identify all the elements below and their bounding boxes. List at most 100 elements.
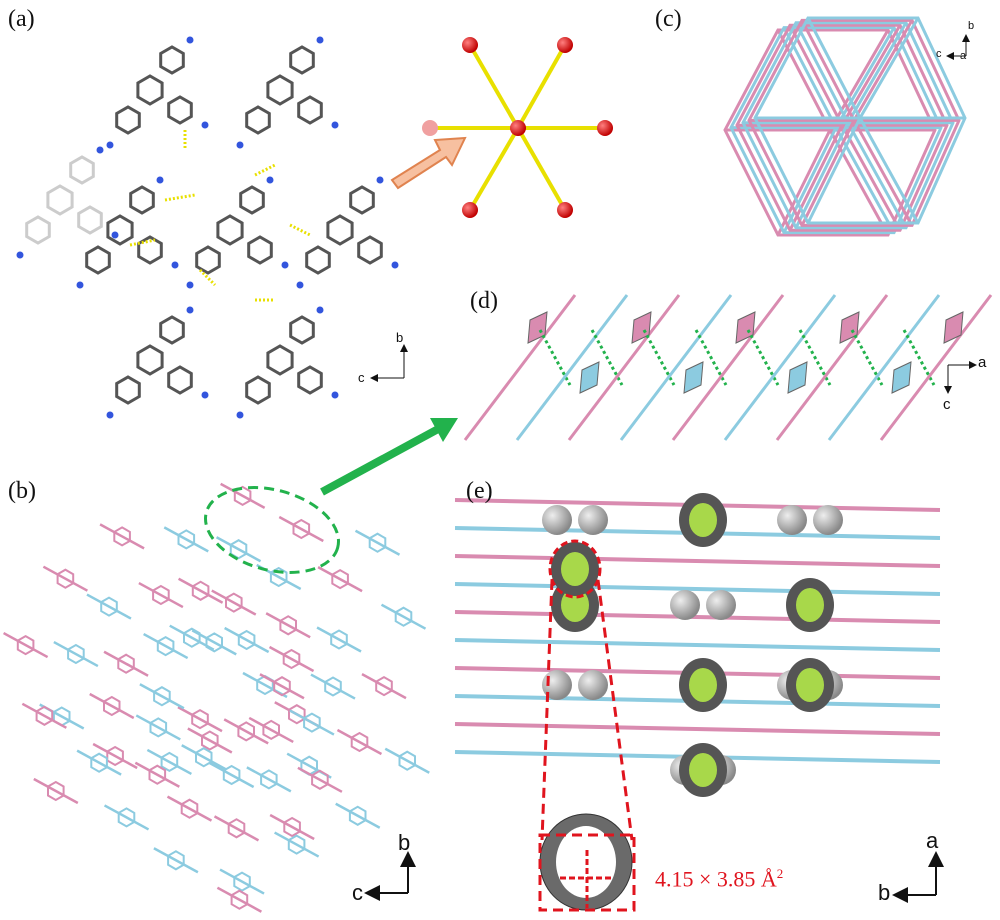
phenyl-ring — [297, 95, 323, 125]
hydrogen-bond — [164, 193, 196, 202]
guest-sphere — [670, 590, 700, 620]
nitrogen-atom — [106, 141, 114, 149]
framework-bond — [138, 581, 184, 609]
framework-ring — [103, 695, 121, 717]
framework-ring — [222, 764, 241, 786]
hexagon-spoke — [794, 22, 850, 124]
hexagon-spoke — [794, 122, 850, 229]
aromatic-plane — [943, 311, 964, 344]
phenyl-ring — [69, 155, 95, 185]
framework-ring — [225, 592, 243, 613]
framework-ring — [90, 752, 108, 773]
framework-bond — [181, 744, 227, 771]
hexagon-spoke — [852, 119, 914, 227]
framework-ring — [292, 518, 311, 540]
stacking-column — [619, 294, 733, 441]
node-ball — [422, 120, 438, 136]
hexagon-spoke — [840, 24, 902, 126]
phenyl-ring — [297, 365, 323, 395]
framework-bond — [219, 868, 265, 895]
axes-e — [892, 851, 944, 903]
framework-bond — [216, 886, 263, 913]
framework-ring — [152, 584, 170, 606]
pi-stacking — [590, 329, 624, 386]
panel-b-label: (b) — [8, 478, 36, 504]
stacking-column — [567, 294, 681, 441]
aromatic-plane — [579, 361, 600, 394]
hexagon-spoke — [846, 22, 908, 124]
framework-ring — [331, 568, 349, 590]
nitrogen-atom — [186, 36, 194, 44]
framework-ring — [67, 643, 85, 665]
framework-bond — [278, 515, 324, 543]
panel-e-pores — [454, 493, 941, 797]
aromatic-plane — [839, 311, 860, 344]
phenyl-ring — [349, 185, 375, 215]
framework-bond — [310, 673, 356, 700]
stacking-column — [827, 294, 941, 441]
node-link — [468, 126, 520, 212]
guest-sphere — [813, 505, 843, 535]
framework-ring — [229, 539, 248, 560]
highlight-ellipse — [204, 486, 340, 574]
axis-d-a: a — [978, 354, 987, 371]
pi-stacking — [746, 329, 780, 386]
framework-bond — [103, 804, 150, 831]
guest-sphere — [542, 505, 572, 535]
hydrogen-bond — [254, 163, 276, 177]
framework-bond — [177, 706, 223, 733]
phenyl-ring — [357, 235, 383, 265]
pore-size-label: 4.15 × 3.85 Å2 — [655, 866, 783, 892]
framework-bond — [223, 718, 269, 745]
phenyl-ring — [115, 375, 141, 405]
framework-bond — [146, 748, 192, 776]
framework-ring — [156, 635, 175, 657]
nitrogen-atom — [171, 261, 179, 269]
pi-stacking — [850, 329, 884, 386]
panel-b-framework — [2, 482, 430, 913]
nitrogen-atom — [316, 306, 324, 314]
phenyl-ring — [239, 185, 265, 215]
nitrogen-atom — [156, 176, 164, 184]
framework-bond — [92, 742, 138, 770]
channel-opening — [796, 588, 824, 622]
framework-bond — [177, 577, 224, 604]
hexagon-spoke — [858, 17, 920, 119]
framework-bond — [354, 529, 401, 556]
hydrogen-bond — [198, 268, 217, 287]
framework-bond — [163, 526, 209, 553]
framework-ring — [237, 721, 255, 742]
framework-bond — [269, 813, 315, 841]
phenyl-ring — [136, 344, 164, 376]
aromatic-plane — [527, 311, 548, 344]
nitrogen-atom — [266, 176, 274, 184]
framework-bond — [21, 702, 67, 729]
phenyl-ring — [266, 344, 294, 376]
nitrogen-atom — [391, 261, 399, 269]
hexagon-spoke — [834, 26, 896, 129]
aromatic-plane — [683, 361, 704, 394]
framework-bond — [213, 815, 260, 842]
nitrogen-atom — [376, 176, 384, 184]
axis-c-b: b — [968, 20, 975, 32]
framework-bond — [274, 831, 320, 858]
framework-bond — [211, 589, 257, 616]
framework-bond — [297, 766, 343, 793]
framework-bond — [259, 673, 305, 700]
green-arrow — [320, 418, 458, 496]
framework-ring — [288, 704, 306, 725]
nitrogen-atom — [106, 411, 114, 419]
axis-a-c: c — [358, 370, 365, 385]
phenyl-ring — [247, 235, 273, 265]
nitrogen-atom — [16, 251, 24, 259]
nitrogen-atom — [201, 391, 209, 399]
framework-ring — [56, 568, 75, 589]
phenyl-ring — [266, 74, 294, 106]
framework-ring — [230, 889, 249, 910]
pi-stacking — [902, 329, 936, 386]
phenyl-ring — [216, 214, 244, 246]
framework-ring — [375, 675, 393, 697]
guest-sphere — [706, 590, 736, 620]
node-link — [468, 43, 520, 130]
nitrogen-atom — [331, 121, 339, 129]
